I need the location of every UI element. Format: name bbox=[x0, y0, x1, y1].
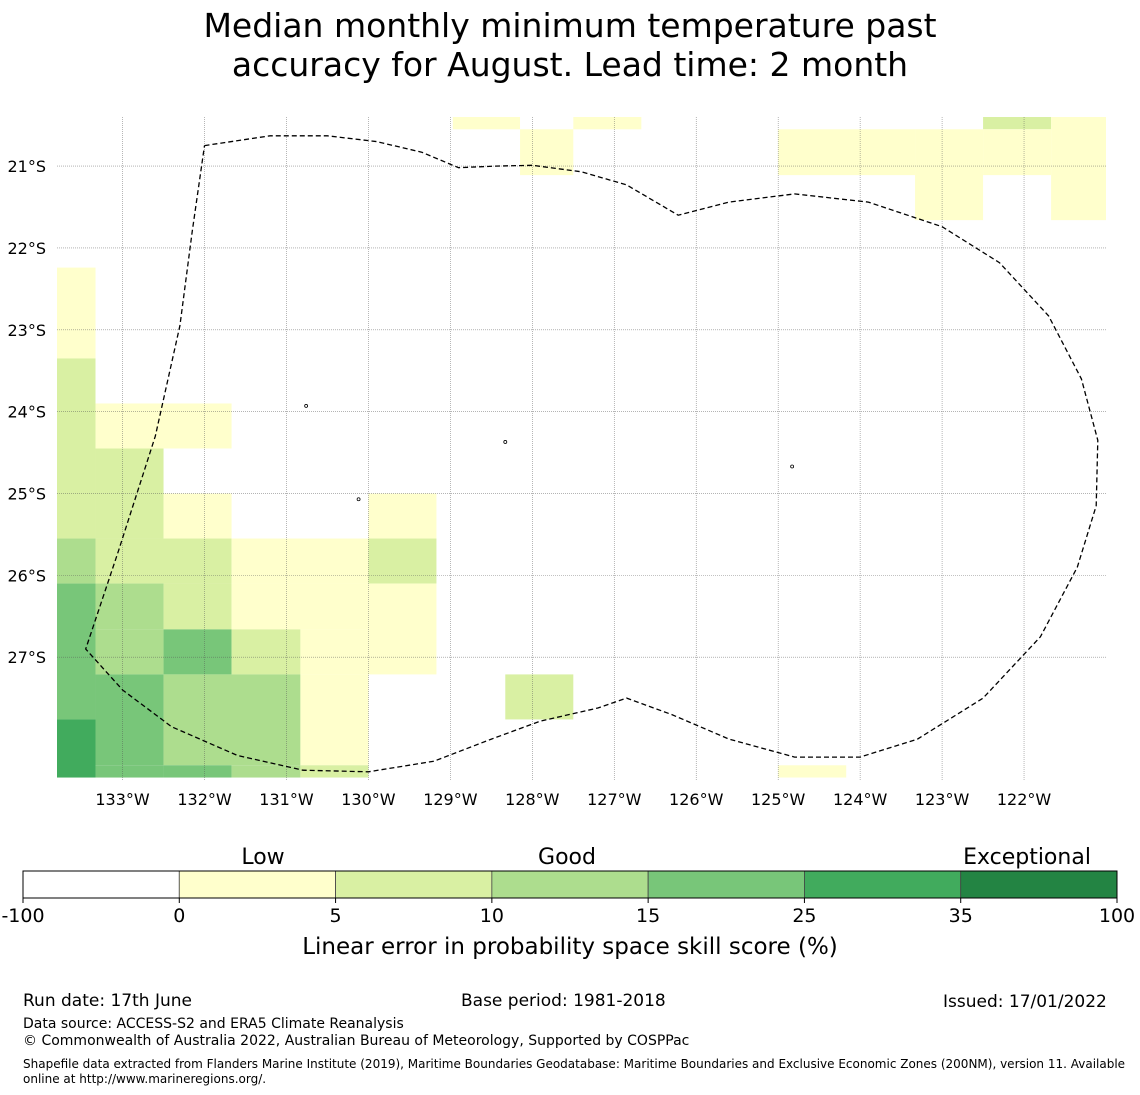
colorbar: -100 0 5 10 15 25 35 100 Low Good Exceptional Linea… bbox=[1, 845, 1135, 960]
colorbar-tick-label: 10 bbox=[480, 905, 504, 927]
colorbar-segment bbox=[335, 870, 493, 899]
shapefile-credit: Shapefile data extracted from Flanders M… bbox=[23, 1057, 1126, 1086]
colorbar-tick-label: -100 bbox=[1, 905, 44, 927]
lat-tick-label: 26°S bbox=[7, 566, 46, 585]
lon-tick-label: 128°W bbox=[505, 790, 560, 809]
skill-cell bbox=[573, 117, 642, 130]
data-source: Data source: ACCESS-S2 and ERA5 Climate … bbox=[23, 1016, 404, 1032]
skill-cell bbox=[1051, 117, 1106, 221]
colorbar-tick-label: 100 bbox=[1099, 905, 1135, 927]
lon-tick-label: 127°W bbox=[587, 790, 642, 809]
lon-tick-label: 132°W bbox=[177, 790, 232, 809]
skill-cell bbox=[231, 538, 369, 584]
map-title: Median monthly minimum temperature past … bbox=[0, 6, 1140, 84]
skill-cell bbox=[57, 583, 96, 720]
skill-cell bbox=[368, 538, 437, 584]
skill-cell bbox=[95, 629, 164, 675]
colorbar-segment bbox=[804, 870, 962, 899]
colorbar-axis-label: Linear error in probability space skill … bbox=[302, 934, 838, 960]
skill-map: 133°W 132°W 131°W 130°W 129°W 128°W 127°W 126°W… bbox=[7, 117, 1106, 809]
skill-cell bbox=[915, 129, 984, 221]
skill-cell bbox=[95, 403, 232, 449]
lat-tick-label: 22°S bbox=[7, 239, 46, 258]
colorbar-segment bbox=[22, 870, 180, 899]
lon-tick-label: 129°W bbox=[423, 790, 478, 809]
colorbar-category-label: Good bbox=[538, 845, 596, 870]
lon-tick-label: 123°W bbox=[915, 790, 970, 809]
skill-cell bbox=[231, 765, 301, 778]
colorbar-frame bbox=[22, 870, 1118, 899]
skill-cell bbox=[163, 629, 232, 675]
skill-cell bbox=[983, 129, 1052, 176]
skill-cell bbox=[452, 117, 521, 130]
colorbar-segment bbox=[960, 870, 1118, 899]
skill-cell bbox=[163, 583, 232, 630]
skill-cell bbox=[231, 629, 301, 675]
skill-cell bbox=[163, 493, 232, 539]
island-outline bbox=[790, 464, 795, 469]
skill-cell bbox=[778, 129, 916, 176]
island-outline bbox=[356, 497, 361, 502]
skill-cell bbox=[231, 583, 369, 630]
colorbar-segment bbox=[178, 870, 336, 899]
colorbar-segment bbox=[647, 870, 805, 899]
colorbar-tick-label: 15 bbox=[636, 905, 660, 927]
skill-cell bbox=[95, 583, 164, 630]
eez-boundary bbox=[84, 135, 1099, 773]
lon-tick-label: 131°W bbox=[259, 790, 314, 809]
skill-cell bbox=[95, 674, 164, 766]
skill-cell bbox=[368, 493, 437, 539]
lon-tick-label: 130°W bbox=[341, 790, 396, 809]
skill-cell bbox=[95, 765, 164, 778]
lat-tick-label: 21°S bbox=[7, 157, 46, 176]
run-date: Run date: 17th June bbox=[23, 991, 192, 1011]
skill-cell bbox=[57, 267, 96, 359]
lon-tick-label: 122°W bbox=[997, 790, 1052, 809]
skill-cell bbox=[163, 765, 232, 778]
skill-cell bbox=[163, 674, 301, 766]
title-line-1: Median monthly minimum temperature past bbox=[203, 6, 937, 45]
lon-tick-label: 126°W bbox=[669, 790, 724, 809]
colorbar-tick-label: 5 bbox=[330, 905, 342, 927]
colorbar-tick-label: 25 bbox=[792, 905, 816, 927]
skill-cell bbox=[520, 129, 574, 176]
island-outline bbox=[503, 440, 508, 444]
lat-tick-label: 25°S bbox=[7, 485, 46, 504]
colorbar-tick-label: 0 bbox=[173, 905, 185, 927]
skill-cell bbox=[57, 538, 96, 584]
skill-cell bbox=[95, 538, 232, 584]
skill-cell bbox=[57, 719, 96, 778]
colorbar-category-label: Low bbox=[241, 845, 284, 870]
lon-tick-label: 133°W bbox=[95, 790, 150, 809]
skill-cell bbox=[300, 629, 369, 675]
lon-tick-label: 124°W bbox=[833, 790, 888, 809]
colorbar-segment bbox=[491, 870, 649, 899]
lat-tick-label: 24°S bbox=[7, 403, 46, 422]
skill-cell bbox=[300, 674, 369, 766]
skill-cell bbox=[983, 117, 1052, 130]
island-outline bbox=[304, 404, 309, 408]
issued-date: Issued: 17/01/2022 bbox=[943, 992, 1107, 1012]
title-line-2: accuracy for August. Lead time: 2 month bbox=[231, 45, 909, 84]
colorbar-category-label: Exceptional bbox=[963, 845, 1091, 870]
base-period: Base period: 1981-2018 bbox=[461, 991, 666, 1011]
skill-cell bbox=[368, 583, 437, 675]
colorbar-tick-label: 35 bbox=[949, 905, 973, 927]
skill-cell bbox=[57, 358, 96, 539]
lat-tick-label: 23°S bbox=[7, 321, 46, 340]
skill-cell bbox=[505, 674, 574, 720]
copyright: © Commonwealth of Australia 2022, Austra… bbox=[23, 1033, 690, 1049]
lon-tick-label: 125°W bbox=[751, 790, 806, 809]
lat-tick-label: 27°S bbox=[7, 648, 46, 667]
skill-cell bbox=[778, 765, 847, 778]
